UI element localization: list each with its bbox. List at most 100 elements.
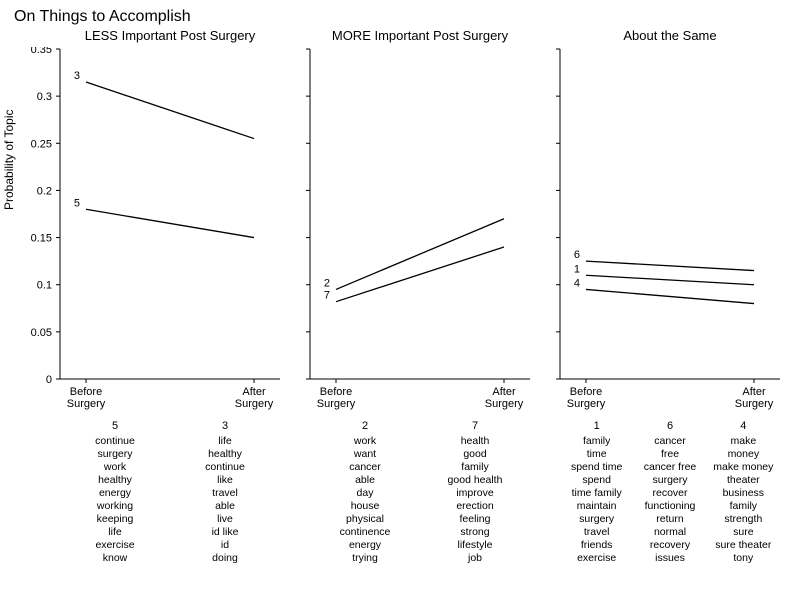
wordlist-word: functioning [635, 500, 705, 513]
panel-title: LESS Important Post Surgery [22, 28, 280, 43]
y-axis-label: Probability of Topic [2, 110, 16, 211]
panel-title: MORE Important Post Surgery [298, 28, 530, 43]
wordlist-word: surgery [635, 474, 705, 487]
svg-text:0.3: 0.3 [37, 91, 52, 103]
svg-text:Surgery: Surgery [67, 398, 106, 410]
wordlist-word: family [562, 435, 632, 448]
svg-text:After: After [242, 386, 266, 398]
wordlist-word: continue [190, 461, 260, 474]
svg-text:0.15: 0.15 [31, 233, 52, 245]
wordlist-word: strong [440, 526, 510, 539]
wordlist-word: know [80, 552, 150, 565]
svg-text:Before: Before [570, 386, 602, 398]
panel-1: MORE Important Post Surgery Before Surgery… [298, 28, 530, 426]
wordlist-word: id like [190, 526, 260, 539]
wordlist-word: maintain [562, 500, 632, 513]
svg-text:0.05: 0.05 [31, 327, 52, 339]
chart-svg: 0 0.05 0.1 0.15 0.2 0.25 0.3 0.35 BeforeSurgery A… [22, 47, 292, 421]
wordlist: 7healthgoodfamilygood healthimproveerect… [440, 420, 510, 565]
wordlist-word: life [80, 526, 150, 539]
svg-text:0.25: 0.25 [31, 138, 52, 150]
wordlist-word: spend [562, 474, 632, 487]
wordlist-word: healthy [190, 448, 260, 461]
wordlist-word: physical [330, 513, 400, 526]
wordlist-word: travel [190, 487, 260, 500]
svg-text:7: 7 [324, 290, 330, 302]
wordlist-word: job [440, 552, 510, 565]
wordlist: 2workwantcancerabledayhousephysicalconti… [330, 420, 400, 565]
wordlist-word: like [190, 474, 260, 487]
wordlist-word: healthy [80, 474, 150, 487]
wordlist-word: doing [190, 552, 260, 565]
wordlist-heading: 1 [562, 420, 632, 433]
svg-text:0: 0 [46, 374, 52, 386]
wordlist-word: id [190, 539, 260, 552]
wordlist-word: keeping [80, 513, 150, 526]
wordlist-word: able [330, 474, 400, 487]
svg-text:0.35: 0.35 [31, 47, 52, 56]
wordlist-heading: 6 [635, 420, 705, 433]
wordlist-word: work [330, 435, 400, 448]
wordlist-word: business [708, 487, 778, 500]
wordlist-word: normal [635, 526, 705, 539]
svg-text:2: 2 [324, 277, 330, 289]
panel-2: About the SameBeforeSurgeryAfterSurgery6… [548, 28, 780, 426]
svg-text:Surgery: Surgery [567, 398, 606, 410]
wordlist-word: working [80, 500, 150, 513]
wordlist-word: issues [635, 552, 705, 565]
wordlist-word: free [635, 448, 705, 461]
wordlist-word: family [440, 461, 510, 474]
wordlist-word: energy [80, 487, 150, 500]
wordlist-word: tony [708, 552, 778, 565]
svg-text:0.1: 0.1 [37, 280, 52, 292]
main-title: On Things to Accomplish [14, 8, 191, 26]
wordlist-word: continence [330, 526, 400, 539]
wordlist-word: day [330, 487, 400, 500]
wordlist-word: good health [440, 474, 510, 487]
wordlist-word: family [708, 500, 778, 513]
svg-text:Before: Before [70, 386, 102, 398]
wordlist-word: spend time [562, 461, 632, 474]
panel-title: About the Same [548, 28, 780, 43]
wordlist-word: able [190, 500, 260, 513]
svg-text:6: 6 [574, 249, 580, 261]
chart-svg: BeforeSurgeryAfterSurgery614 [548, 47, 800, 421]
wordlist-word: exercise [562, 552, 632, 565]
svg-text:0.2: 0.2 [37, 185, 52, 197]
wordlist-word: return [635, 513, 705, 526]
wordlist: 3lifehealthycontinueliketravelableliveid… [190, 420, 260, 565]
wordlist-word: time family [562, 487, 632, 500]
wordlist: 4makemoneymake moneytheaterbusinessfamil… [708, 420, 778, 565]
wordlist-word: energy [330, 539, 400, 552]
wordlist-word: theater [708, 474, 778, 487]
wordlist: 5continuesurgeryworkhealthyenergyworking… [80, 420, 150, 565]
wordlist-word: trying [330, 552, 400, 565]
wordlist-word: health [440, 435, 510, 448]
wordlist-word: travel [562, 526, 632, 539]
wordlist-word: life [190, 435, 260, 448]
wordlist-word: live [190, 513, 260, 526]
wordlist-word: sure theater [708, 539, 778, 552]
svg-text:5: 5 [74, 197, 80, 209]
wordlist-word: make money [708, 461, 778, 474]
wordlist-heading: 3 [190, 420, 260, 433]
wordlist-word: friends [562, 539, 632, 552]
svg-text:3: 3 [74, 70, 80, 82]
wordlist-word: lifestyle [440, 539, 510, 552]
wordlist-heading: 5 [80, 420, 150, 433]
wordlist-word: want [330, 448, 400, 461]
svg-text:Before: Before [320, 386, 352, 398]
wordlist-heading: 7 [440, 420, 510, 433]
wordlist: 6cancerfreecancer freesurgeryrecoverfunc… [635, 420, 705, 565]
svg-text:Surgery: Surgery [485, 398, 524, 410]
wordlist-word: feeling [440, 513, 510, 526]
svg-text:After: After [742, 386, 766, 398]
wordlist-word: erection [440, 500, 510, 513]
wordlist-word: good [440, 448, 510, 461]
chart-svg: BeforeSurgeryAfterSurgery27 [298, 47, 568, 421]
wordlist-word: surgery [562, 513, 632, 526]
panel-0: LESS Important Post Surgery 0 0.05 0.1 0.15 0… [22, 28, 280, 426]
wordlist-word: cancer free [635, 461, 705, 474]
wordlist-word: exercise [80, 539, 150, 552]
wordlist-heading: 2 [330, 420, 400, 433]
